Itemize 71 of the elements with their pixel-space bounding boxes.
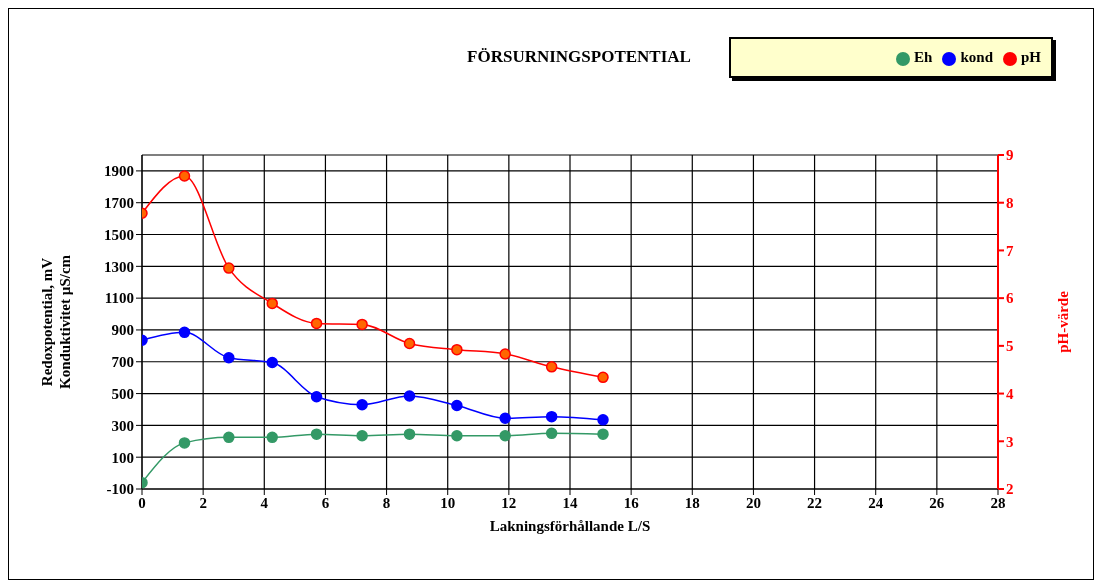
- y-tick-label: 1300: [104, 258, 134, 275]
- point: [499, 429, 511, 442]
- x-tick-label: 26: [929, 494, 945, 511]
- point: [545, 410, 558, 423]
- point: [310, 391, 323, 403]
- y-tick-label: 700: [111, 354, 134, 371]
- x-tick-label: 8: [382, 494, 391, 511]
- y2-tick-label: 4: [1006, 385, 1014, 402]
- point: [499, 348, 511, 360]
- point: [403, 390, 416, 402]
- y2-tick-label: 3: [1006, 433, 1014, 450]
- x-tick-label: 14: [562, 494, 578, 511]
- y2-tick-label: 8: [1006, 195, 1014, 212]
- point: [310, 428, 323, 440]
- point: [597, 414, 609, 426]
- x-tick-label: 22: [807, 494, 823, 511]
- x-tick-label: 24: [868, 494, 884, 511]
- point: [499, 412, 511, 424]
- y2-tick-label: 5: [1006, 338, 1014, 355]
- y-tick-label: 1700: [104, 195, 134, 212]
- point: [178, 437, 191, 449]
- point: [178, 170, 191, 182]
- x-tick-label: 12: [501, 494, 517, 511]
- y-tick-label: 1100: [104, 290, 134, 307]
- y-tick-label: 300: [111, 417, 134, 434]
- point: [597, 428, 609, 440]
- x-tick-label: 20: [745, 494, 761, 511]
- legend-label: pH: [1020, 49, 1041, 65]
- y-tick-label: 100: [111, 449, 134, 466]
- legend-label: kond: [960, 49, 993, 65]
- point: [451, 429, 463, 442]
- x-axis-title: Lakningsförhållande L/S: [489, 518, 651, 534]
- point: [403, 337, 416, 350]
- y-tick-label: 1900: [104, 163, 134, 180]
- point: [266, 297, 278, 310]
- y-axis-title: Redoxpotential, mV Konduktivitet µS/cm: [39, 254, 73, 390]
- x-tick-label: 0: [138, 494, 146, 511]
- y2-tick-label: 7: [1006, 242, 1014, 259]
- legend-label: Eh: [914, 49, 933, 65]
- y2-axis-title: pH-värde: [1055, 290, 1072, 353]
- point: [356, 398, 368, 411]
- point: [451, 343, 463, 356]
- y-tick-label: 900: [111, 322, 134, 339]
- point: [266, 356, 278, 369]
- x-tick-label: 10: [440, 494, 456, 511]
- point: [223, 352, 235, 364]
- chart-title: FÖRSURNINGSPOTENTIAL: [466, 47, 692, 67]
- point: [310, 317, 323, 330]
- y2-tick-label: 6: [1006, 290, 1014, 307]
- point: [545, 427, 558, 440]
- x-tick-label: 4: [260, 494, 269, 511]
- y2-tick-label: 2: [1006, 481, 1014, 498]
- y-tick-label: 1500: [104, 226, 134, 243]
- point: [178, 326, 191, 339]
- x-tick-label: 2: [199, 494, 207, 511]
- point: [356, 318, 368, 331]
- point: [403, 428, 416, 440]
- point: [597, 371, 609, 384]
- point: [451, 399, 463, 412]
- y2-tick-label: 9: [1006, 147, 1014, 164]
- point: [223, 431, 235, 444]
- x-tick-label: 28: [990, 494, 1006, 511]
- x-tick-label: 16: [623, 494, 640, 511]
- point: [356, 429, 368, 442]
- y-tick-label: 500: [111, 385, 134, 402]
- point: [266, 431, 278, 444]
- x-tick-label: 6: [321, 494, 330, 511]
- point: [223, 262, 235, 274]
- y-tick-label: -100: [106, 481, 134, 498]
- x-tick-label: 18: [684, 494, 700, 511]
- point: [545, 361, 558, 373]
